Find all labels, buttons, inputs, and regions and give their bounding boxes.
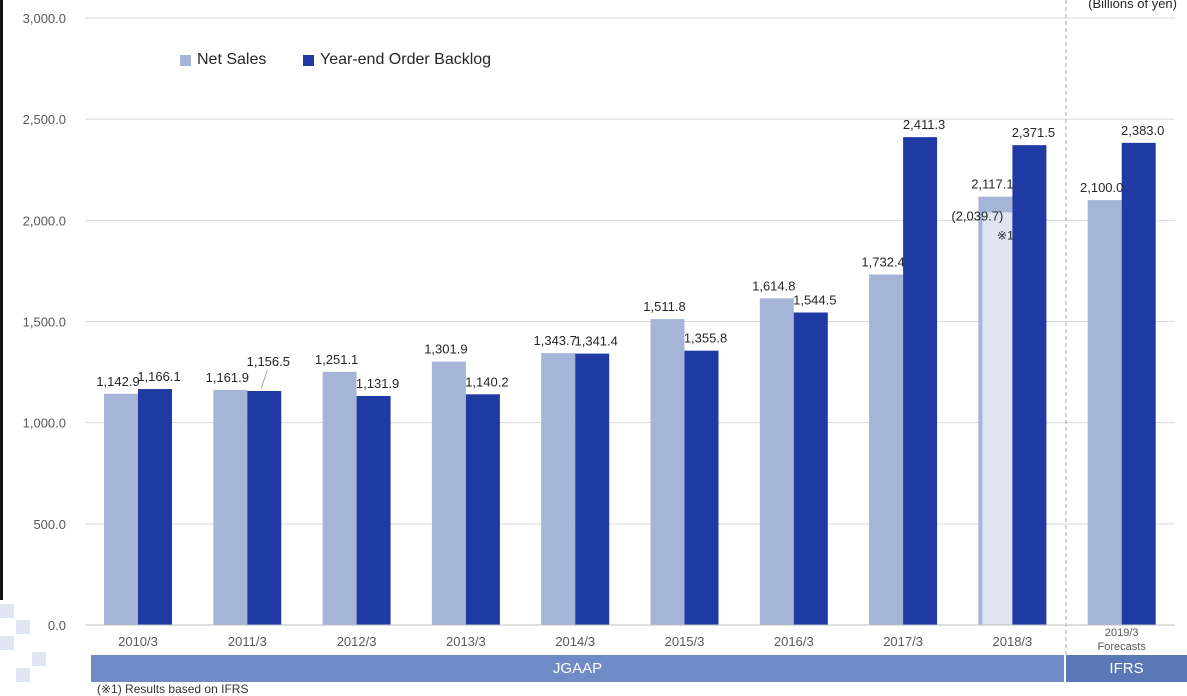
bar-ifrs-overlay (982, 212, 1013, 625)
footnote: (※1) Results based on IFRS (97, 682, 249, 696)
y-tick-label: 1,000.0 (23, 416, 66, 431)
bar-backlog (903, 137, 938, 625)
x-tick-label: 2013/3 (446, 634, 486, 649)
data-label-backlog: 1,355.8 (684, 331, 727, 346)
deco-square (16, 620, 30, 634)
bar-net-sales (869, 274, 904, 625)
bar-backlog (247, 391, 282, 625)
ifrs-value-label: (2,039.7) (951, 208, 1003, 223)
x-tick-sublabel: Forecasts (1098, 641, 1147, 653)
data-label-backlog: 2,411.3 (903, 117, 945, 132)
label-leader-line (260, 369, 268, 389)
bar-backlog (465, 394, 500, 625)
ifrs-band: IFRS (1066, 655, 1187, 682)
bar-net-sales (213, 389, 248, 625)
data-label-net-sales: 1,511.8 (643, 299, 685, 314)
legend-item-net-sales: Net Sales (180, 51, 266, 69)
legend-swatch-net-sales (180, 54, 191, 66)
data-label-net-sales: 2,100.0 (1080, 180, 1123, 195)
data-label-net-sales: 2,117.1 (971, 177, 1013, 192)
bar-net-sales (759, 298, 794, 625)
bar-backlog (138, 389, 172, 625)
deco-square (0, 636, 14, 650)
bar-net-sales (1087, 200, 1122, 625)
deco-square (0, 604, 14, 618)
x-tick-label: 2011/3 (228, 634, 267, 649)
bar-backlog (793, 312, 828, 625)
ifrs-note-mark: ※1 (997, 228, 1014, 242)
y-tick-label: 500.0 (33, 517, 66, 532)
data-label-backlog: 1,131.9 (356, 376, 399, 391)
x-tick-label: 2012/3 (337, 634, 377, 649)
legend-swatch-backlog (303, 54, 314, 66)
data-label-net-sales: 1,343.7 (534, 333, 577, 348)
x-tick-label: 2018/3 (993, 634, 1033, 649)
legend-label-backlog: Year-end Order Backlog (320, 51, 492, 68)
data-label-net-sales: 1,732.4 (861, 254, 904, 269)
bar-backlog (356, 395, 391, 625)
data-label-backlog: 1,166.1 (137, 369, 180, 384)
y-tick-label: 1,500.0 (23, 315, 66, 330)
data-label-backlog: 1,140.2 (465, 374, 508, 389)
bar-backlog (1121, 142, 1156, 625)
deco-square (32, 652, 46, 666)
bar-net-sales (322, 371, 357, 625)
x-tick-label: 2016/3 (774, 634, 814, 649)
bar-net-sales (650, 319, 685, 625)
data-label-backlog: 1,544.5 (793, 292, 836, 307)
data-label-net-sales: 1,301.9 (424, 342, 467, 357)
x-tick-label: 2017/3 (883, 634, 923, 649)
y-tick-label: 3,000.0 (23, 11, 66, 26)
data-label-backlog: 2,383.0 (1121, 123, 1164, 138)
y-tick-label: 2,500.0 (23, 112, 66, 127)
bar-net-sales (104, 393, 138, 625)
x-tick-label: 2010/3 (118, 634, 158, 649)
x-tick-label: 2019/3 (1105, 627, 1139, 639)
bar-net-sales (541, 353, 576, 625)
x-tick-label: 2015/3 (665, 634, 705, 649)
data-label-backlog: 1,341.4 (575, 334, 618, 349)
deco-square (16, 668, 30, 682)
unit-label: (Billions of yen) (1088, 0, 1177, 11)
bar-backlog (575, 353, 610, 625)
y-tick-label: 2,000.0 (23, 213, 66, 228)
legend-item-backlog: Year-end Order Backlog (303, 51, 491, 69)
bar-net-sales (431, 361, 466, 625)
bar-backlog (1012, 145, 1047, 625)
data-label-net-sales: 1,614.8 (752, 278, 795, 293)
bar-backlog (684, 350, 719, 625)
data-label-backlog: 1,156.5 (247, 354, 290, 369)
data-label-backlog: 2,371.5 (1012, 125, 1055, 140)
data-label-net-sales: 1,251.1 (315, 352, 358, 367)
x-tick-label: 2014/3 (555, 634, 595, 649)
data-label-net-sales: 1,161.9 (206, 370, 249, 385)
data-label-net-sales: 1,142.9 (96, 374, 139, 389)
y-tick-label: 0.0 (48, 618, 66, 633)
legend-label-net-sales: Net Sales (197, 51, 267, 68)
left-border (0, 0, 3, 600)
jgaap-band: JGAAP (91, 655, 1064, 682)
